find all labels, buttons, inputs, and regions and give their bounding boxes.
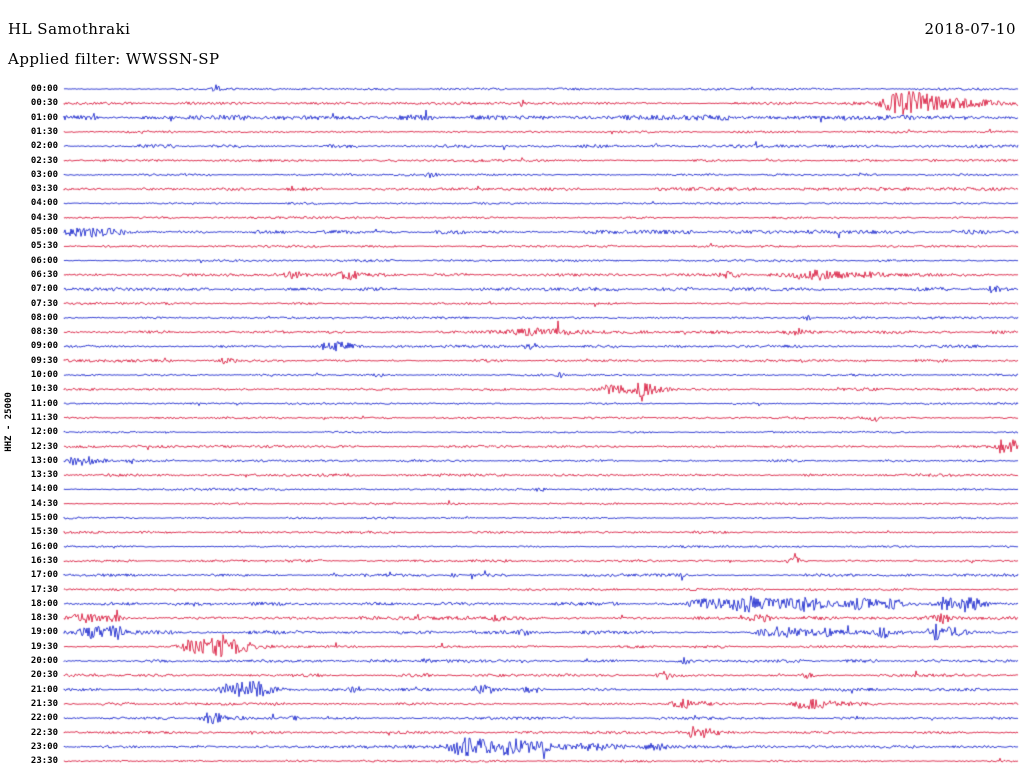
time-label: 16:30 bbox=[30, 555, 58, 566]
time-label: 23:00 bbox=[30, 741, 58, 752]
date-label: 2018-07-10 bbox=[924, 20, 1016, 38]
time-label: 21:30 bbox=[30, 698, 58, 709]
time-label: 01:30 bbox=[30, 126, 58, 137]
time-label: 07:00 bbox=[30, 284, 58, 295]
time-label: 15:00 bbox=[30, 513, 58, 523]
time-label: 10:00 bbox=[30, 370, 58, 380]
time-label: 13:30 bbox=[30, 470, 58, 481]
time-label: 03:00 bbox=[30, 169, 58, 180]
time-label: 11:00 bbox=[30, 398, 58, 409]
time-label: 17:30 bbox=[30, 584, 58, 595]
time-label: 10:30 bbox=[30, 384, 58, 395]
time-label: 06:30 bbox=[30, 269, 58, 280]
time-label: 18:00 bbox=[30, 598, 58, 609]
time-label: 04:00 bbox=[30, 198, 58, 209]
time-label: 22:30 bbox=[30, 727, 58, 738]
time-label: 18:30 bbox=[30, 613, 58, 624]
time-label: 12:30 bbox=[30, 441, 58, 452]
time-label: 22:00 bbox=[30, 713, 58, 724]
time-label: 02:30 bbox=[30, 155, 58, 166]
time-label: 20:30 bbox=[30, 670, 58, 681]
station-title: HL Samothraki bbox=[8, 20, 131, 38]
time-label: 06:00 bbox=[30, 255, 58, 266]
time-label: 07:30 bbox=[30, 298, 58, 309]
time-label: 23:30 bbox=[30, 756, 58, 767]
time-label: 05:00 bbox=[30, 227, 58, 237]
time-label: 14:30 bbox=[30, 498, 58, 509]
time-label: 00:00 bbox=[30, 84, 58, 94]
time-label: 09:00 bbox=[30, 341, 58, 352]
time-label: 19:00 bbox=[30, 627, 58, 638]
time-label: 19:30 bbox=[30, 641, 58, 652]
time-label: 08:30 bbox=[30, 327, 58, 338]
time-label: 20:00 bbox=[30, 656, 58, 666]
time-label: 03:30 bbox=[30, 184, 58, 195]
time-label: 15:30 bbox=[30, 527, 58, 538]
time-label: 00:30 bbox=[30, 98, 58, 109]
time-label: 17:00 bbox=[30, 570, 58, 581]
time-label: 05:30 bbox=[30, 241, 58, 252]
time-label: 12:00 bbox=[30, 427, 58, 438]
filter-label: Applied filter: WWSSN-SP bbox=[8, 50, 220, 68]
time-label: 02:00 bbox=[30, 141, 58, 152]
time-label: 09:30 bbox=[30, 355, 58, 366]
time-label: 13:00 bbox=[30, 455, 58, 466]
time-label: 11:30 bbox=[30, 412, 58, 423]
time-label: 14:00 bbox=[30, 484, 58, 495]
time-label: 16:00 bbox=[30, 541, 58, 552]
time-label: 21:00 bbox=[30, 684, 58, 695]
time-label: 04:30 bbox=[30, 212, 58, 223]
time-label: 08:00 bbox=[30, 312, 58, 323]
time-label: 01:00 bbox=[30, 112, 58, 123]
